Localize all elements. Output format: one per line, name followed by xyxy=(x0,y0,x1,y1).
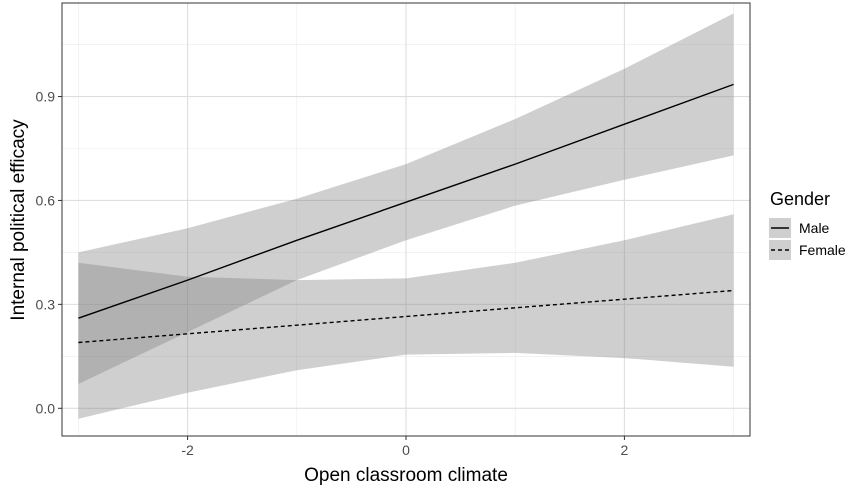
y-tick-label: 0.6 xyxy=(36,192,56,208)
y-tick-label: 0.9 xyxy=(36,89,56,105)
y-axis-ticks: 0.0 0.3 0.6 0.9 xyxy=(36,89,62,416)
series-line-male xyxy=(78,83,734,319)
x-axis-title: Open classroom climate xyxy=(304,465,508,486)
legend-items: Male Female xyxy=(769,218,846,260)
legend-label-male: Male xyxy=(799,220,830,236)
series-lines xyxy=(78,83,734,344)
grid xyxy=(62,3,750,436)
legend-label-female: Female xyxy=(799,242,846,258)
confidence-band-male xyxy=(78,13,734,385)
x-tick-label: -2 xyxy=(181,442,194,458)
y-tick-label: 0.0 xyxy=(36,400,56,416)
x-tick-label: 0 xyxy=(402,442,410,458)
legend: Gender Male Female xyxy=(769,189,846,260)
confidence-bands xyxy=(78,13,734,419)
x-tick-label: 2 xyxy=(621,442,629,458)
y-axis-title: Internal political efficacy xyxy=(8,119,29,321)
y-tick-label: 0.3 xyxy=(36,296,56,312)
x-axis-ticks: -2 0 2 xyxy=(181,436,629,458)
confidence-band-female xyxy=(78,214,734,419)
legend-title: Gender xyxy=(770,189,830,209)
series-line-female xyxy=(78,289,734,344)
